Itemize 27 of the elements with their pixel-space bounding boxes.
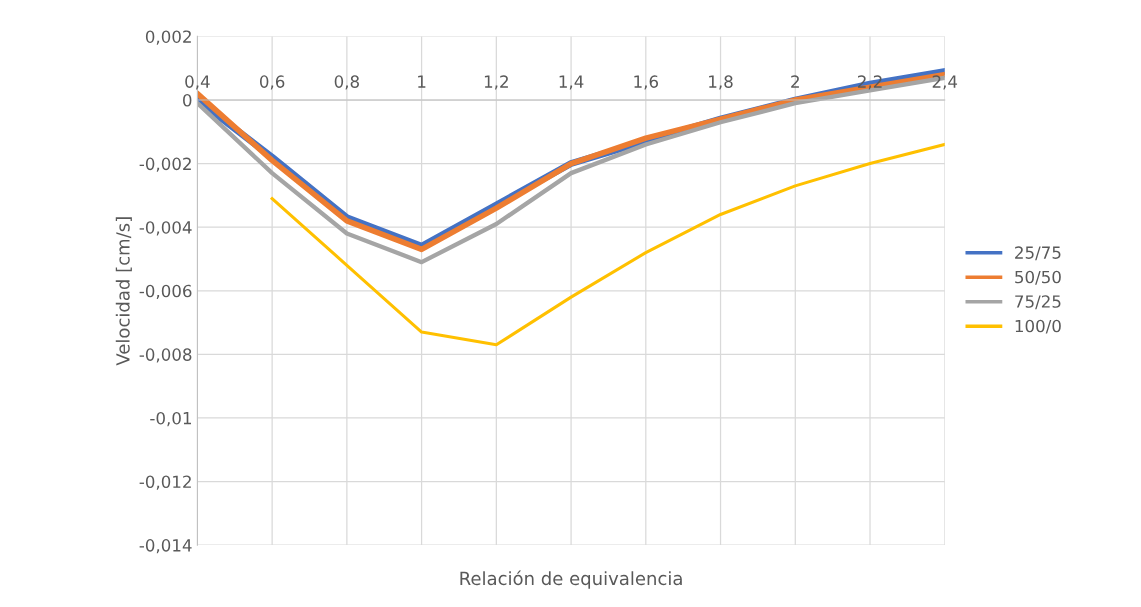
- legend-label: 100/0: [1015, 319, 1061, 334]
- y-tick-label: -0,012: [139, 475, 191, 490]
- y-tick-label: -0,006: [139, 284, 192, 300]
- legend-label: 50/50: [1015, 270, 1061, 285]
- y-tick-label: 0: [183, 93, 192, 107]
- y-tick-label: -0,002: [139, 157, 191, 172]
- x-tick-label: 2,4: [932, 75, 958, 90]
- y-tick-label: -0,01: [150, 411, 191, 427]
- x-tick-label: 0,6: [259, 75, 285, 90]
- x-tick-label: 0,4: [185, 75, 210, 90]
- x-axis-title: Relación de equivalencia: [460, 570, 682, 589]
- x-tick-label: 1,6: [634, 75, 659, 90]
- x-tick-label: 2,2: [857, 75, 882, 90]
- y-axis-title: Velocidad [cm/s]: [115, 217, 132, 366]
- y-tick-label: -0,004: [139, 221, 192, 236]
- legend-label: 75/25: [1015, 295, 1061, 310]
- legend-label: 25/75: [1015, 246, 1061, 261]
- x-tick-label: 0,8: [334, 75, 359, 90]
- x-tick-label: 1: [418, 75, 426, 88]
- x-tick-label: 1,8: [709, 75, 733, 90]
- x-tick-label: 1,4: [559, 75, 584, 90]
- x-tick-label: 1,2: [484, 75, 508, 90]
- x-tick-label: 2: [791, 75, 799, 88]
- y-tick-label: -0,008: [139, 348, 192, 363]
- line-series: [270, 142, 945, 347]
- y-tick-label: -0,014: [139, 539, 192, 554]
- y-tick-label: 0,002: [145, 30, 191, 45]
